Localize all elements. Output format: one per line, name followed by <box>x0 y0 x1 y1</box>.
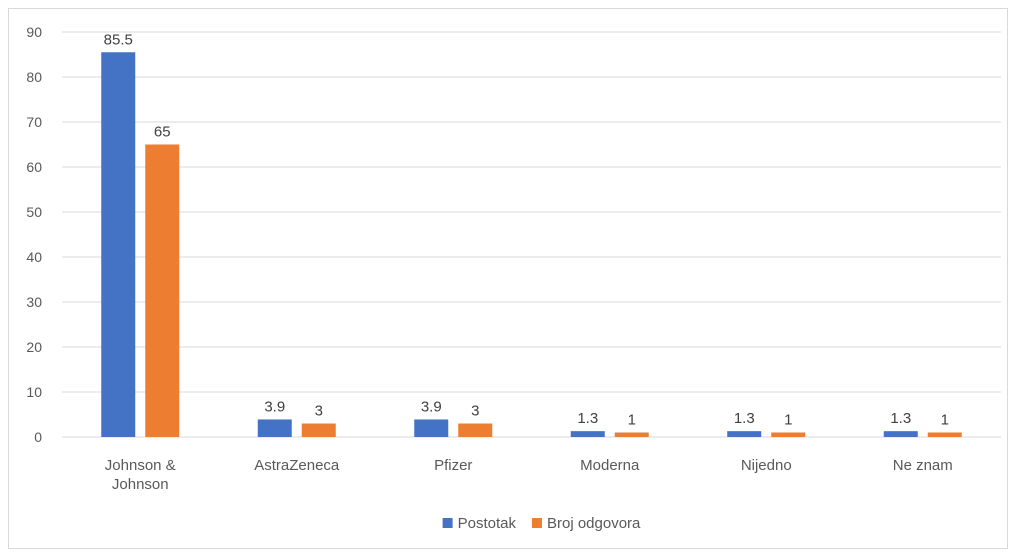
bar-postotak <box>257 419 292 437</box>
bar-broj-odgovora <box>927 432 962 437</box>
bar-postotak <box>570 431 605 437</box>
y-tick-label: 70 <box>26 114 42 130</box>
data-label: 1 <box>628 412 636 429</box>
y-tick-label: 50 <box>26 204 42 220</box>
data-label: 3 <box>315 403 323 420</box>
data-label: 1.3 <box>734 410 755 427</box>
y-tick-label: 30 <box>26 294 42 310</box>
y-tick-label: 90 <box>26 24 42 40</box>
bar-broj-odgovora <box>458 423 493 437</box>
bar-broj-odgovora <box>301 423 336 437</box>
bar-broj-odgovora <box>771 432 806 437</box>
legend-swatch <box>531 518 542 528</box>
data-label: 3.9 <box>264 398 285 415</box>
legend-item-broj-odgovora: Broj odgovora <box>531 515 641 532</box>
x-category-label: Nijedno <box>741 457 792 474</box>
data-label: 85.5 <box>104 31 133 48</box>
x-category-label: AstraZeneca <box>254 457 340 474</box>
data-label: 1.3 <box>577 410 598 427</box>
y-tick-label: 40 <box>26 249 42 265</box>
x-category-label: Moderna <box>580 457 640 474</box>
bar-postotak <box>727 431 762 437</box>
data-label: 1 <box>784 412 792 429</box>
data-label: 65 <box>154 124 171 141</box>
x-category-label: Ne znam <box>893 457 953 474</box>
x-category-label: Johnson <box>112 476 169 493</box>
legend: Postotak Broj odgovora <box>442 515 641 532</box>
data-label: 3.9 <box>421 398 442 415</box>
x-category-label: Pfizer <box>434 457 472 474</box>
x-category-label: Johnson & <box>105 457 176 474</box>
legend-label: Broj odgovora <box>547 515 641 532</box>
y-tick-label: 0 <box>34 429 42 445</box>
bar-postotak <box>414 419 449 437</box>
legend-label: Postotak <box>458 515 517 532</box>
y-tick-label: 10 <box>26 384 42 400</box>
y-tick-label: 20 <box>26 339 42 355</box>
data-label: 1 <box>941 412 949 429</box>
bar-broj-odgovora <box>145 144 180 437</box>
y-tick-label: 80 <box>26 69 42 85</box>
bar-postotak <box>883 431 918 437</box>
y-tick-label: 60 <box>26 159 42 175</box>
data-label: 1.3 <box>890 410 911 427</box>
x-axis: Johnson & Johnson AstraZeneca Pfizer Moderna… <box>105 457 953 493</box>
legend-swatch <box>442 518 453 528</box>
legend-item-postotak: Postotak <box>442 515 517 532</box>
data-label: 3 <box>471 403 479 420</box>
gridlines <box>62 31 1001 438</box>
bars <box>101 52 962 437</box>
bar-postotak <box>101 52 136 437</box>
y-axis: 0 10 20 30 40 50 60 70 80 90 <box>26 24 42 445</box>
bar-broj-odgovora <box>614 432 649 437</box>
